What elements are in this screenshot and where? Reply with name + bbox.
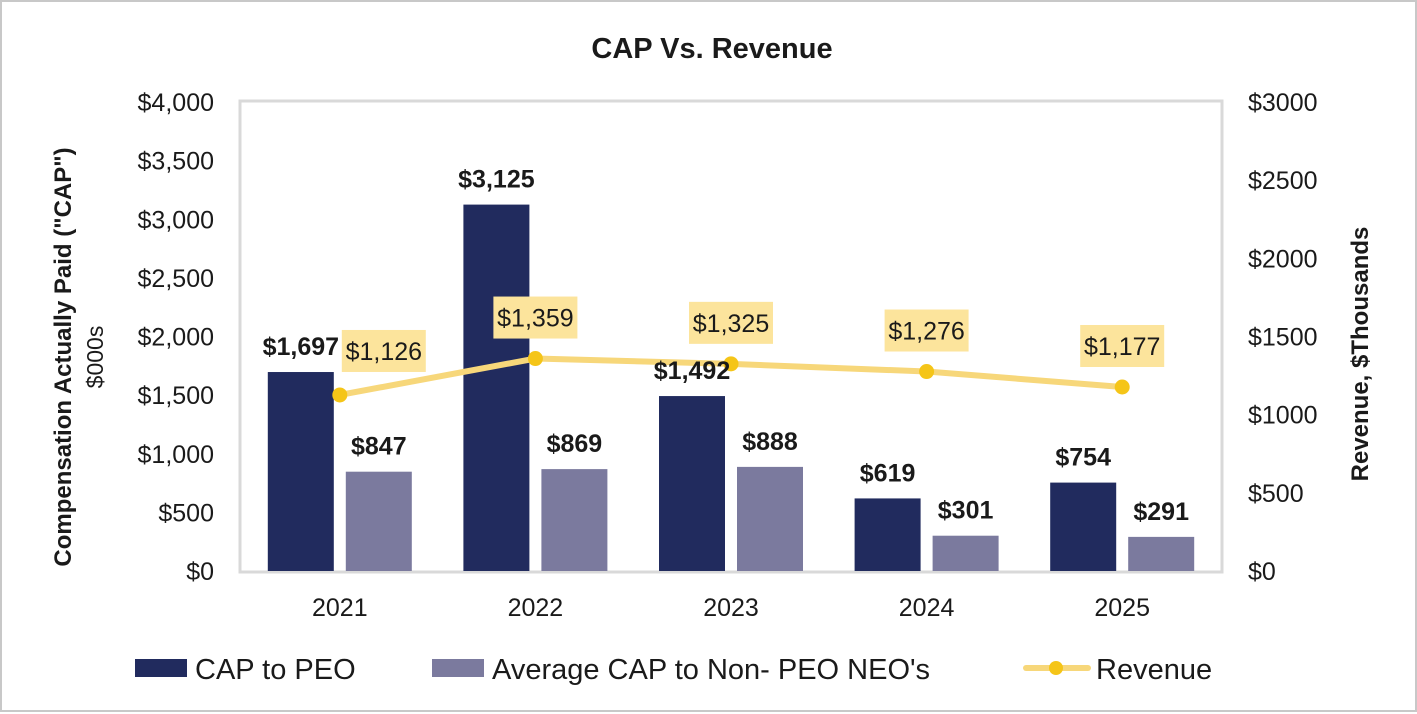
data-label-revenue: $1,126 xyxy=(346,338,422,366)
data-label-cap-peo: $3,125 xyxy=(458,166,535,194)
data-label-avg-cap-non-peo: $847 xyxy=(351,433,407,461)
y2-tick-label: $1000 xyxy=(1248,402,1318,430)
x-tick-label: 2021 xyxy=(312,594,368,622)
data-label-avg-cap-non-peo: $888 xyxy=(742,428,798,456)
y2-tick-label: $2500 xyxy=(1248,167,1318,195)
revenue-marker xyxy=(1114,379,1130,395)
revenue-marker xyxy=(527,351,543,367)
y-axis-left: $0 $500 $1,000 $1,500 $2,000 $2,500 $3,000 $3,5… xyxy=(138,89,214,586)
data-label-cap-peo: $1,697 xyxy=(263,333,339,361)
legend-swatch-avg-cap xyxy=(432,659,484,677)
legend-marker-revenue xyxy=(1049,661,1063,675)
data-label-revenue: $1,276 xyxy=(888,318,964,346)
bar-cap-peo xyxy=(659,396,725,571)
y-tick-label: $0 xyxy=(186,558,214,586)
bar-cap-peo xyxy=(854,498,921,571)
y2-tick-label: $0 xyxy=(1248,558,1276,586)
bar-avg-cap-non-peo xyxy=(932,535,999,571)
x-tick-label: 2024 xyxy=(899,594,955,622)
revenue-label-box xyxy=(689,301,773,344)
y-tick-label: $4,000 xyxy=(138,89,214,117)
data-label-cap-peo: $619 xyxy=(860,459,916,487)
data-label-revenue: $1,325 xyxy=(693,310,769,338)
bar-cap-peo xyxy=(267,372,334,571)
y-tick-label: $2,500 xyxy=(138,265,214,293)
revenue-marker xyxy=(723,356,739,372)
data-label-avg-cap-non-peo: $291 xyxy=(1133,498,1189,526)
data-label-avg-cap-non-peo: $869 xyxy=(547,430,603,458)
y-axis-right: $0 $500 $1000 $1500 $2000 $2500 $3000 xyxy=(1248,89,1318,586)
data-label-cap-peo: $1,492 xyxy=(654,357,730,385)
bar-series xyxy=(267,204,1195,571)
y-tick-label: $500 xyxy=(158,499,214,527)
y-axis-title: Compensation Actually Paid ("CAP") xyxy=(50,147,77,566)
y2-tick-label: $3000 xyxy=(1248,89,1318,117)
data-label-cap-peo: $754 xyxy=(1055,444,1111,472)
y-tick-label: $3,000 xyxy=(138,206,214,234)
revenue-label-box xyxy=(1080,324,1165,367)
x-tick-label: 2023 xyxy=(703,594,759,622)
line-series xyxy=(332,351,1130,403)
legend-swatch-cap-peo xyxy=(135,659,187,677)
data-labels: $1,697 $3,125 $1,492 $619 $754 $847 $869 $888 $3… xyxy=(263,166,1190,526)
data-label-revenue: $1,359 xyxy=(497,305,573,333)
x-tick-label: 2022 xyxy=(508,594,564,622)
y-tick-label: $2,000 xyxy=(138,324,214,352)
x-tick-label: 2025 xyxy=(1094,594,1150,622)
legend: CAP to PEO Average CAP to Non- PEO NEO's… xyxy=(135,654,1212,686)
legend-label-cap-peo: CAP to PEO xyxy=(195,654,356,686)
x-axis: 2021 2022 2023 2024 2025 xyxy=(312,594,1150,622)
y2-axis-title: Revenue, $Thousands xyxy=(1347,227,1374,482)
y-tick-label: $1,500 xyxy=(138,382,214,410)
revenue-marker xyxy=(919,364,935,380)
data-label-revenue: $1,177 xyxy=(1084,333,1160,361)
bar-avg-cap-non-peo xyxy=(737,466,803,571)
y-axis-subtitle: $000s xyxy=(82,326,108,389)
bar-avg-cap-non-peo xyxy=(345,471,412,571)
y-tick-label: $1,000 xyxy=(138,441,214,469)
legend-label-avg-cap: Average CAP to Non- PEO NEO's xyxy=(492,654,930,686)
plot-area-border xyxy=(238,99,1224,574)
y2-tick-label: $2000 xyxy=(1248,245,1318,273)
bar-cap-peo xyxy=(1050,482,1117,571)
revenue-marker xyxy=(332,387,348,403)
data-label-avg-cap-non-peo: $301 xyxy=(938,497,994,525)
y-tick-label: $3,500 xyxy=(138,148,214,176)
bar-cap-peo xyxy=(463,204,530,571)
revenue-label-box xyxy=(884,309,969,352)
y2-tick-label: $1500 xyxy=(1248,324,1318,352)
revenue-label-box xyxy=(493,296,578,339)
revenue-label-box xyxy=(341,329,426,372)
y2-tick-label: $500 xyxy=(1248,480,1304,508)
bar-avg-cap-non-peo xyxy=(541,469,608,571)
bar-avg-cap-non-peo xyxy=(1128,536,1195,571)
legend-label-revenue: Revenue xyxy=(1096,654,1212,686)
chart-title: CAP Vs. Revenue xyxy=(591,33,832,65)
